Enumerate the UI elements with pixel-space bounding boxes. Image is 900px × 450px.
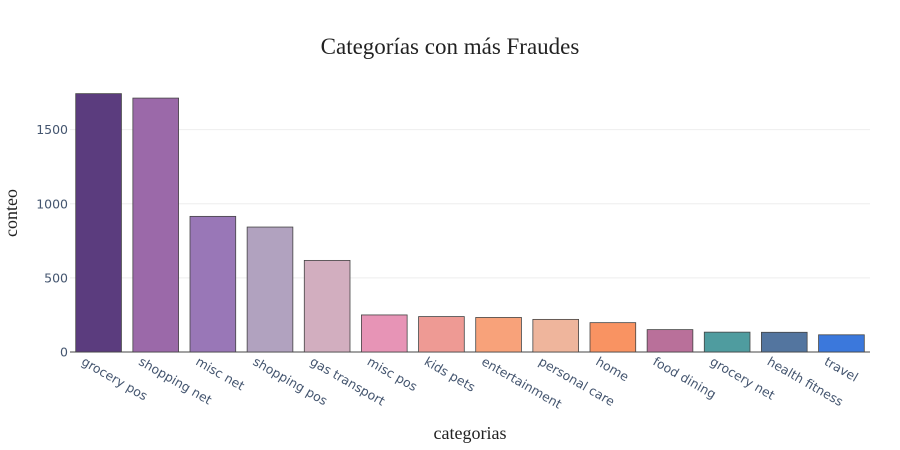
y-axis-ticks: 0 500 1000 1500 <box>36 122 68 359</box>
bar-grocery-net <box>703 331 751 353</box>
bar-misc-net <box>189 215 237 353</box>
bar-kids-pets <box>418 316 465 353</box>
y-tick-label: 1000 <box>36 196 68 211</box>
bar-food-dining <box>646 329 694 353</box>
bar-shopping-net <box>132 97 179 353</box>
x-axis-title: categorias <box>434 423 507 443</box>
bar-entertainment <box>475 317 522 353</box>
bar-shopping-pos <box>246 226 294 353</box>
bars <box>75 93 865 353</box>
bar-grocery-pos <box>75 93 122 353</box>
y-tick-label: 0 <box>60 345 68 360</box>
bar-health-fitness <box>761 331 808 353</box>
y-tick-label: 1500 <box>36 122 68 137</box>
y-tick-label: 500 <box>44 270 68 285</box>
x-tick-label: home <box>593 354 631 385</box>
bar-personal-care <box>532 318 579 353</box>
y-axis-title: conteo <box>1 189 21 237</box>
x-tick-label: kids pets <box>422 354 478 395</box>
bar-gas-transport <box>303 259 351 353</box>
x-tick-label: food dining <box>651 354 719 402</box>
chart-title: Categorías con más Fraudes <box>321 34 580 59</box>
bar-home <box>589 322 637 353</box>
x-tick-label: travel <box>822 354 861 385</box>
bar-misc-pos <box>361 314 408 353</box>
bar-travel <box>818 334 865 353</box>
